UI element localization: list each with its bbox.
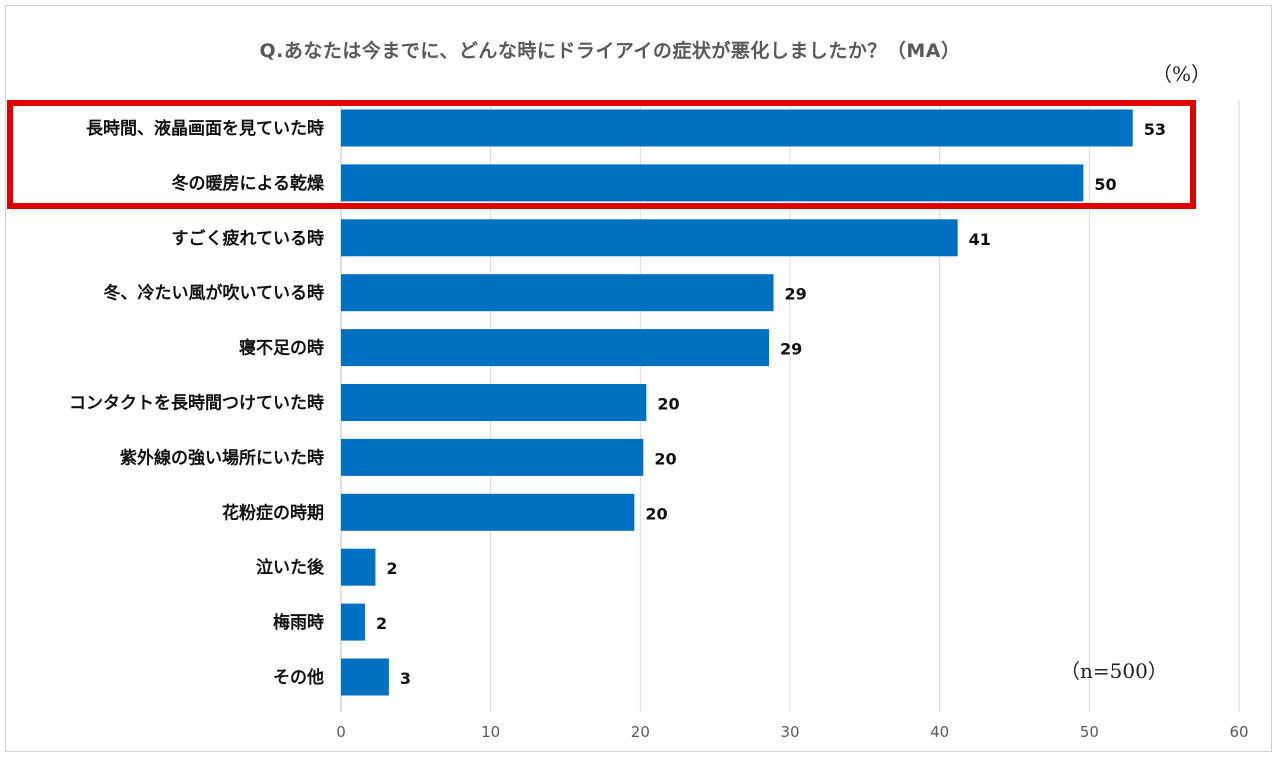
x-tick-label: 20 (631, 723, 650, 741)
bar (341, 548, 376, 586)
category-labels: 長時間、液晶画面を見ていた時冬の暖房による乾燥すごく疲れている時冬、冷たい風が吹… (69, 118, 325, 688)
value-label: 29 (785, 285, 807, 304)
category-label: 寝不足の時 (239, 338, 324, 359)
unit-label: （%） (1152, 62, 1212, 86)
x-tick-label: 40 (930, 723, 949, 741)
category-label: すごく疲れている時 (172, 228, 325, 249)
category-label: 梅雨時 (273, 612, 324, 633)
value-label: 29 (780, 340, 802, 359)
value-label: 2 (376, 614, 387, 633)
value-label: 50 (1094, 175, 1116, 194)
category-label: 花粉症の時期 (222, 502, 324, 523)
category-label: 長時間、液晶画面を見ていた時 (86, 118, 324, 139)
bar (341, 603, 365, 641)
chart-title: Q.あなたは今までに、どんな時にドライアイの症状が悪化しましたか？（MA） (259, 40, 961, 62)
highlight-box (7, 100, 1196, 209)
x-axis-ticks: 0 10 20 30 40 50 60 (336, 723, 1248, 741)
bar (341, 438, 644, 476)
bar (341, 109, 1133, 147)
bar (341, 384, 647, 421)
x-tick-label: 50 (1080, 723, 1099, 741)
x-tick-label: 60 (1229, 723, 1248, 741)
bar (341, 329, 770, 367)
value-label: 53 (1144, 120, 1166, 139)
bars (341, 109, 1133, 696)
category-label: 冬、冷たい風が吹いている時 (104, 283, 325, 304)
bar (341, 164, 1084, 202)
category-label: その他 (273, 667, 324, 688)
bar (341, 274, 774, 312)
value-label: 3 (400, 669, 411, 688)
x-tick-label: 30 (780, 723, 799, 741)
category-label: 泣いた後 (256, 557, 325, 578)
category-label: コンタクトを長時間つけていた時 (69, 393, 324, 414)
bar (341, 658, 389, 696)
value-label: 20 (654, 449, 676, 468)
value-label: 20 (657, 395, 679, 414)
category-label: 紫外線の強い場所にいた時 (120, 447, 324, 468)
category-label: 冬の暖房による乾燥 (172, 173, 325, 194)
x-tick-label: 10 (481, 723, 500, 741)
value-label: 2 (386, 559, 397, 578)
sample-size-label: （n=500） (1060, 659, 1168, 683)
value-labels: 53 50 41 29 29 20 20 20 2 2 3 (376, 120, 1166, 688)
value-label: 20 (645, 504, 667, 523)
bar (341, 219, 958, 257)
bar (341, 493, 635, 531)
grid-lines (340, 100, 1240, 712)
x-tick-label: 0 (336, 723, 346, 741)
value-label: 41 (969, 230, 991, 249)
